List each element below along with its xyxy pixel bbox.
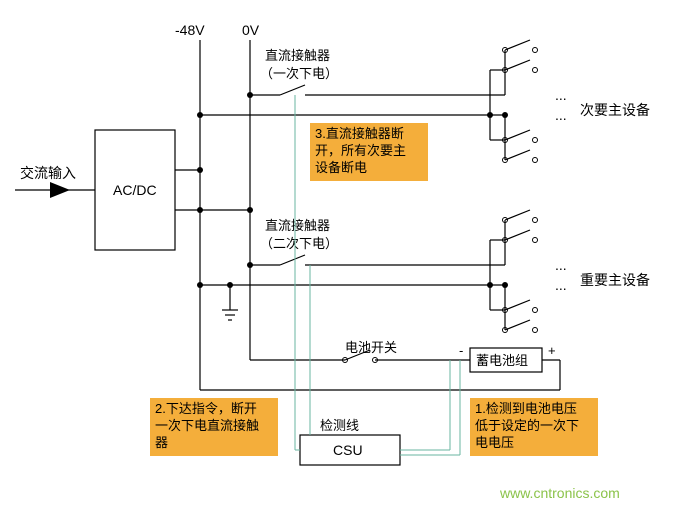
sw-sec-2b-o2 [533,158,538,163]
sw-pri-2b-o2 [533,328,538,333]
sw-sec-2b [505,150,530,160]
note2-l3: 器 [155,435,168,450]
contactor2-label-l2: （二次下电） [260,236,338,251]
node-c2b [197,282,203,288]
sw-pri-2a [505,300,530,310]
ac-input-arrow [50,182,70,198]
sw-sec-1b [505,60,530,70]
node-gnd [227,282,233,288]
sw-sec-1b-o2 [533,68,538,73]
battery-switch-label: 电池开关 [345,340,397,355]
bat-minus: - [459,343,463,358]
ellipsis-pri-2: ... [555,277,567,293]
sw-sec-1a [505,40,530,50]
node-c2a [247,262,253,268]
note1-l1: 1.检测到电池电压 [475,401,577,416]
note2-l1: 2.下达指令，断开 [155,401,257,416]
sw-sec-2a [505,130,530,140]
node-c1a [247,92,253,98]
sw-pri-1a-o2 [533,218,538,223]
ac-input-label: 交流输入 [20,165,76,181]
note2-l2: 一次下电直流接触 [155,418,259,433]
node-2 [247,207,253,213]
node-1 [197,167,203,173]
node-2b [197,207,203,213]
bat-plus: + [548,343,556,358]
node-sec-2 [502,112,508,118]
sw-sec-2a-o2 [533,138,538,143]
rail-neg48-label: -48V [175,22,205,38]
ellipsis-sec-2: ... [555,107,567,123]
c2-switch [280,255,305,265]
sw-sec-1a-o2 [533,48,538,53]
contactor1-label-l2: （一次下电） [260,66,338,81]
csu-label: CSU [333,442,363,458]
sw-pri-1a [505,210,530,220]
acdc-label: AC/DC [113,182,157,198]
node-c1b [197,112,203,118]
rail-0v-label: 0V [242,22,260,38]
contactor2-label-l1: 直流接触器 [265,218,330,233]
url-text: www.cntronics.com [499,485,620,501]
battery-label: 蓄电池组 [476,353,528,368]
secondary-load-label: 次要主设备 [580,102,650,118]
note3-l1: 3.直流接触器断 [315,126,404,141]
sw-pri-2b [505,320,530,330]
note3-l2: 开，所有次要主 [315,143,406,158]
detect-line-label: 检测线 [320,418,359,433]
node-pri-2 [502,282,508,288]
note3-l3: 设备断电 [315,160,367,175]
note1-l3: 电电压 [475,435,514,450]
c1-switch [280,85,305,95]
ellipsis-sec-1: ... [555,87,567,103]
primary-load-label: 重要主设备 [580,272,650,288]
sw-pri-1b-o2 [533,238,538,243]
note1-l2: 低于设定的一次下 [475,418,579,433]
contactor1-label-l1: 直流接触器 [265,48,330,63]
ellipsis-pri-1: ... [555,257,567,273]
sw-pri-2a-o2 [533,308,538,313]
sw-pri-1b [505,230,530,240]
